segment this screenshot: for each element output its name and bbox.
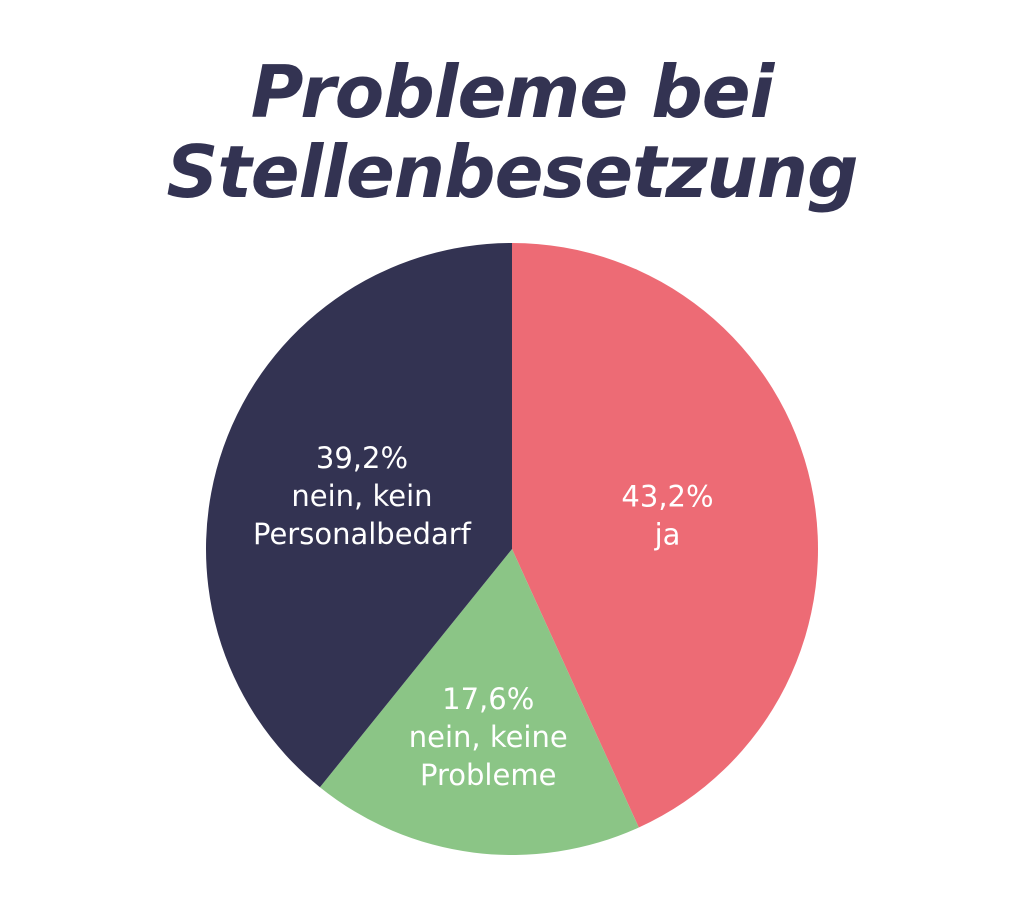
pie-slice-2 [205,243,513,788]
slice-label-1: 17,6% nein, keine Probleme [409,682,568,792]
slice-percent-2: 39,2% [316,441,408,475]
slice-label-line-1-1: nein, keine [409,720,568,754]
slice-label-line-1-2: Probleme [420,758,556,792]
slice-percent-1: 17,6% [442,682,534,716]
slice-label-line-0-1: ja [654,517,681,551]
slice-percent-0: 43,2% [621,479,713,513]
chart-title-line-2: Stellenbesetzung [166,130,859,214]
pie-slice-1 [319,549,639,856]
chart-title-line-1: Probleme bei [250,50,775,134]
pie-slice-0 [512,243,819,828]
slice-label-line-2-1: nein, kein [291,479,432,513]
slice-label-2: 39,2% nein, kein Personalbedarf [253,441,472,551]
slice-label-0: 43,2% ja [621,479,713,551]
chart-title: Probleme bei Stellenbesetzung [0,52,1024,212]
slice-label-line-2-2: Personalbedarf [253,517,472,551]
